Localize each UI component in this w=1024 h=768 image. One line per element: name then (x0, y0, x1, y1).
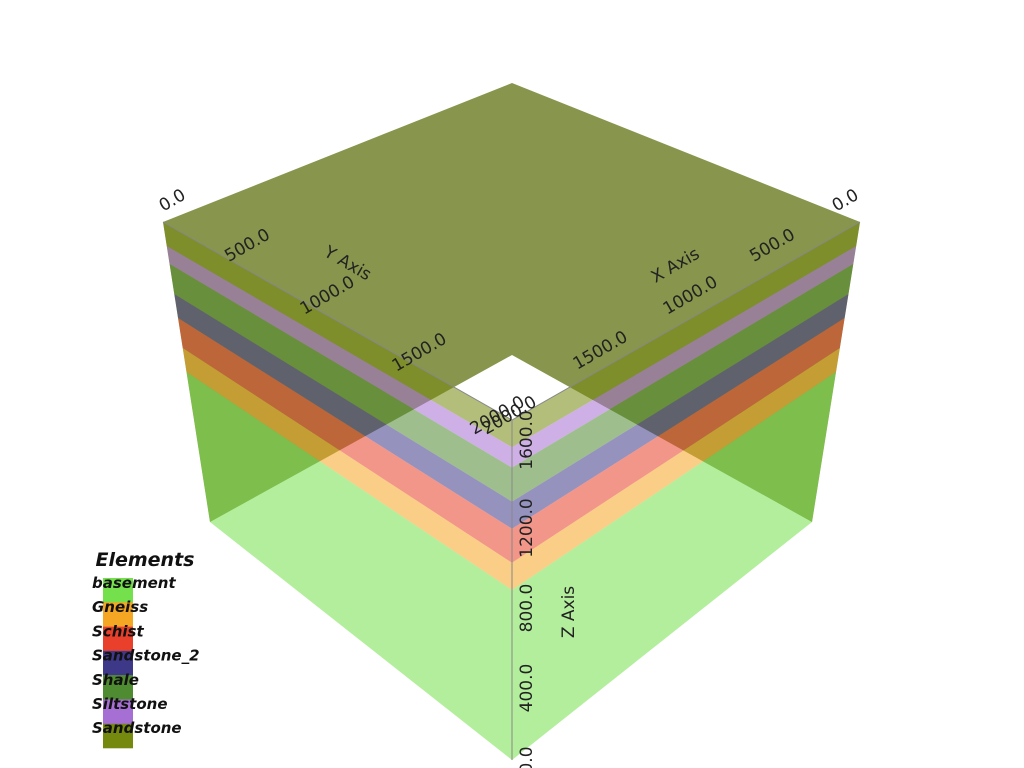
z-tick-label: 1200.0 (517, 498, 537, 557)
layer-band (182, 348, 513, 590)
layer-bands (163, 222, 860, 760)
legend: basement Gneiss Schist Sandstone_2 Shale Silt… (92, 574, 200, 749)
legend-swatch (103, 626, 133, 652)
layer-band (512, 318, 845, 563)
layer-band (174, 294, 512, 529)
layer-band (512, 246, 857, 468)
z-tick-label: 800.0 (517, 584, 537, 633)
layer-band (512, 372, 836, 760)
legend-swatch (103, 602, 133, 627)
legend-label: Sandstone_2 (92, 647, 200, 665)
layer-band (512, 264, 854, 502)
legend-label: Shale (92, 671, 139, 689)
layer-band (512, 294, 849, 529)
layer-band (512, 348, 840, 590)
legend-label: Gneiss (92, 598, 148, 616)
z-tick-label: 0.0 (517, 746, 537, 768)
layer-band (169, 264, 512, 502)
x-tick-label: 0.0 (829, 185, 862, 216)
layer-band (186, 372, 512, 760)
layer-band (178, 318, 513, 563)
legend-swatch (103, 650, 133, 676)
y-tick-label: 0.0 (156, 185, 189, 216)
z-tick-label: 1600.0 (517, 410, 537, 469)
legend-label: Sandstone (92, 719, 182, 737)
legend-swatch (103, 699, 133, 724)
z-tick-label: 400.0 (517, 664, 537, 713)
legend-swatch (103, 578, 133, 603)
layer-band (512, 222, 860, 448)
legend-swatch (103, 675, 133, 700)
legend-title: Elements (96, 549, 195, 571)
legend-swatch (103, 723, 133, 749)
cube-edges (162, 221, 861, 760)
legend-label: Siltstone (92, 695, 168, 713)
layer-band (163, 222, 512, 448)
legend-label: Schist (92, 622, 144, 640)
axis-title: Z Axis (559, 586, 579, 638)
legend-label: basement (92, 574, 176, 592)
layer-band (166, 246, 512, 468)
